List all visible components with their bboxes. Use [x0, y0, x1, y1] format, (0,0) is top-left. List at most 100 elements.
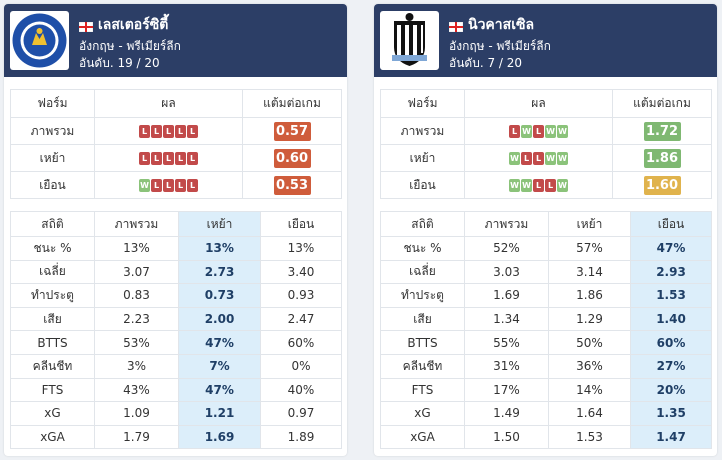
form-row-label: เยือน [10, 171, 95, 199]
form-col-header: ฟอร์ม [380, 89, 465, 118]
stat-row: BTTS 55% 50% 60% [380, 330, 712, 355]
form-results: W L L W W [464, 144, 613, 172]
result-badge[interactable]: L [139, 125, 150, 138]
result-badge[interactable]: L [151, 152, 162, 165]
stats-table: สถิติ ภาพรวม เหย้า เยือน ชนะ % 52% 57% 47% … [380, 211, 712, 450]
stat-value: 40% [260, 377, 342, 403]
stat-value: 2.23 [94, 306, 179, 332]
overall-col-header[interactable]: ภาพรวม [94, 211, 179, 237]
result-badge[interactable]: L [163, 179, 174, 192]
league-position: อันดับ. 19 / 20 [79, 56, 160, 70]
team-name-text[interactable]: เลสเตอร์ซิตี้ [98, 17, 169, 33]
stat-value: 2.73 [178, 259, 261, 285]
stat-value: 0% [260, 353, 342, 379]
stat-label: xGA [10, 424, 95, 450]
stat-value: 1.21 [178, 401, 261, 426]
result-badge[interactable]: L [521, 152, 532, 165]
form-row-label: เหย้า [10, 144, 95, 172]
stat-label: xG [380, 401, 465, 426]
result-badge[interactable]: L [163, 152, 174, 165]
ppg-cell: 1.60 [612, 171, 712, 199]
team-name[interactable]: เลสเตอร์ซิตี้ [78, 14, 169, 36]
stat-row: คลีนชีท 31% 36% 27% [380, 353, 712, 379]
result-badge[interactable]: W [557, 152, 568, 165]
england-flag-icon [448, 20, 464, 33]
result-badge[interactable]: W [521, 125, 532, 138]
stat-row: ทำประตู 1.69 1.86 1.53 [380, 283, 712, 308]
stat-row: FTS 43% 47% 40% [10, 377, 342, 403]
result-badge[interactable]: L [187, 179, 198, 192]
stat-row: xGA 1.79 1.69 1.89 [10, 424, 342, 450]
stat-value: 1.89 [260, 424, 342, 450]
result-badge[interactable]: L [533, 179, 544, 192]
league-label[interactable]: อังกฤษ - พรีเมียร์ลีก [79, 39, 181, 53]
form-col-header: ฟอร์ม [10, 89, 95, 118]
form-header-row: ฟอร์ม ผล แต้มต่อเกม [380, 89, 712, 118]
form-results: L W L W W [464, 117, 613, 145]
form-row-label: เยือน [380, 171, 465, 199]
result-badge[interactable]: L [139, 152, 150, 165]
away-col-header[interactable]: เยือน [260, 211, 342, 237]
stat-value: 47% [630, 236, 712, 261]
stat-value: 0.97 [260, 401, 342, 426]
stat-value: 1.53 [630, 283, 712, 308]
stat-value: 36% [548, 353, 631, 379]
stat-value: 1.69 [464, 283, 549, 308]
home-col-header[interactable]: เหย้า [548, 211, 631, 237]
stat-row: เสีย 1.34 1.29 1.40 [380, 306, 712, 332]
team-name[interactable]: นิวคาสเซิล [448, 14, 535, 36]
stat-label: BTTS [10, 330, 95, 355]
leicester-crest-icon[interactable] [10, 11, 69, 70]
result-badge[interactable]: W [557, 125, 568, 138]
result-badge[interactable]: W [545, 152, 556, 165]
result-badge[interactable]: W [545, 125, 556, 138]
result-badge[interactable]: W [557, 179, 568, 192]
form-row-label: ภาพรวม [10, 117, 95, 145]
stat-value: 47% [178, 330, 261, 355]
result-badge[interactable]: L [187, 152, 198, 165]
stat-row: xGA 1.50 1.53 1.47 [380, 424, 712, 450]
stat-value: 3.14 [548, 259, 631, 285]
result-badge[interactable]: W [509, 179, 520, 192]
form-row-away: เยือน W W L L W 1.60 [380, 171, 712, 199]
result-badge[interactable]: L [533, 152, 544, 165]
result-badge[interactable]: W [509, 152, 520, 165]
away-col-header[interactable]: เยือน [630, 211, 712, 237]
team-name-text[interactable]: นิวคาสเซิล [468, 17, 535, 33]
form-results: W L L L L [94, 171, 243, 199]
result-badge[interactable]: L [163, 125, 174, 138]
stat-value: 27% [630, 353, 712, 379]
form-results: L L L L L [94, 117, 243, 145]
result-badge[interactable]: L [175, 152, 186, 165]
stat-value: 13% [94, 236, 179, 261]
stat-value: 53% [94, 330, 179, 355]
stat-value: 1.64 [548, 401, 631, 426]
result-badge[interactable]: L [533, 125, 544, 138]
stat-value: 57% [548, 236, 631, 261]
result-badge[interactable]: L [175, 179, 186, 192]
league-position: อันดับ. 7 / 20 [449, 56, 523, 70]
home-col-header[interactable]: เหย้า [178, 211, 261, 237]
result-badge[interactable]: L [545, 179, 556, 192]
league-label[interactable]: อังกฤษ - พรีเมียร์ลีก [449, 39, 551, 53]
form-results: W W L L W [464, 171, 613, 199]
ppg-cell: 1.72 [612, 117, 712, 145]
result-badge[interactable]: W [139, 179, 150, 192]
stat-label: FTS [380, 377, 465, 403]
result-badge[interactable]: L [509, 125, 520, 138]
result-badge[interactable]: L [175, 125, 186, 138]
stat-value: 13% [178, 236, 261, 261]
overall-col-header[interactable]: ภาพรวม [464, 211, 549, 237]
result-badge[interactable]: L [187, 125, 198, 138]
results-col-header: ผล [94, 89, 243, 118]
result-badge[interactable]: L [151, 125, 162, 138]
stat-row: คลีนชีท 3% 7% 0% [10, 353, 342, 379]
stat-value: 47% [178, 377, 261, 403]
newcastle-crest-icon[interactable] [380, 11, 439, 70]
stat-row: เฉลี่ย 3.03 3.14 2.93 [380, 259, 712, 285]
stat-row: xG 1.49 1.64 1.35 [380, 401, 712, 426]
result-badge[interactable]: W [521, 179, 532, 192]
result-badge[interactable]: L [151, 179, 162, 192]
stat-value: 2.00 [178, 306, 261, 332]
